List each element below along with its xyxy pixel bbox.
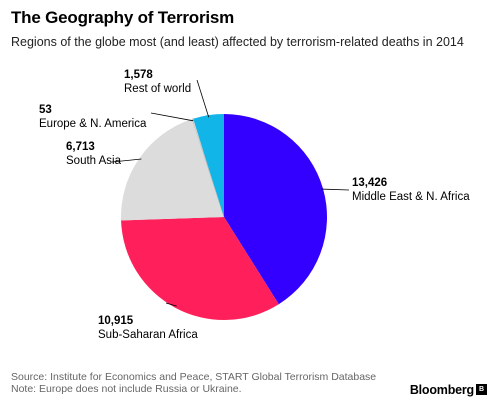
value-label-sub-saharan-africa: 10,915 xyxy=(98,315,134,327)
pie-slice-middle-east-n-africa xyxy=(224,114,328,305)
leader-line-middle-east-n-africa xyxy=(320,188,350,191)
note-text: Note: Europe does not include Russia or … xyxy=(11,383,242,395)
category-label-south-asia: South Asia xyxy=(66,155,122,167)
leader-line-sub-saharan-africa xyxy=(165,302,177,307)
category-label-sub-saharan-africa: Sub-Saharan Africa xyxy=(98,329,198,341)
brand-badge: B xyxy=(476,384,487,395)
value-label-south-asia: 6,713 xyxy=(66,141,95,153)
source-text: Source: Institute for Economics and Peac… xyxy=(11,371,377,383)
value-label-middle-east-n-africa: 13,426 xyxy=(352,177,387,189)
pie-slice-sub-saharan-africa xyxy=(121,217,279,320)
leader-line-europe-n-america xyxy=(150,112,194,122)
brand-logo: Bloomberg xyxy=(409,383,474,397)
leader-line-rest-of-world xyxy=(196,79,210,118)
value-label-europe-n-america: 53 xyxy=(39,104,52,116)
pie-slice-europe-n-america xyxy=(191,118,225,218)
value-label-rest-of-world: 1,578 xyxy=(124,69,153,81)
pie-slice-rest-of-world xyxy=(193,114,224,217)
leader-line-south-asia xyxy=(111,158,142,163)
category-label-rest-of-world: Rest of world xyxy=(124,83,191,95)
pie-slice-south-asia xyxy=(121,119,224,221)
chart-subtitle: Regions of the globe most (and least) af… xyxy=(11,35,464,49)
chart-title: The Geography of Terrorism xyxy=(11,8,235,27)
category-label-middle-east-n-africa: Middle East & N. Africa xyxy=(352,191,470,203)
source-note: Source: Institute for Economics and Peac… xyxy=(11,371,376,395)
category-label-europe-n-america: Europe & N. America xyxy=(39,118,147,130)
